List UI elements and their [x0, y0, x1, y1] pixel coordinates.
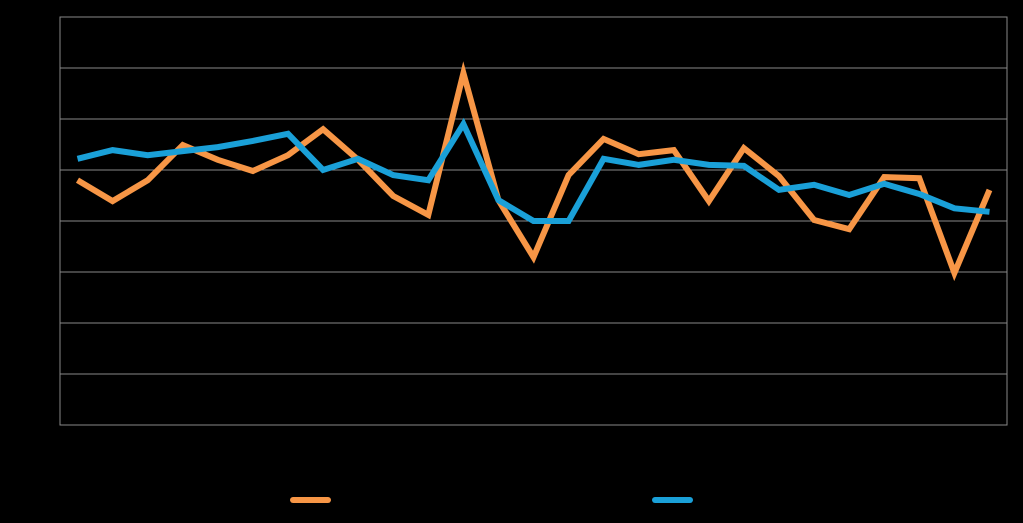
- series-line: [76, 117, 990, 224]
- series-line: [75, 61, 993, 282]
